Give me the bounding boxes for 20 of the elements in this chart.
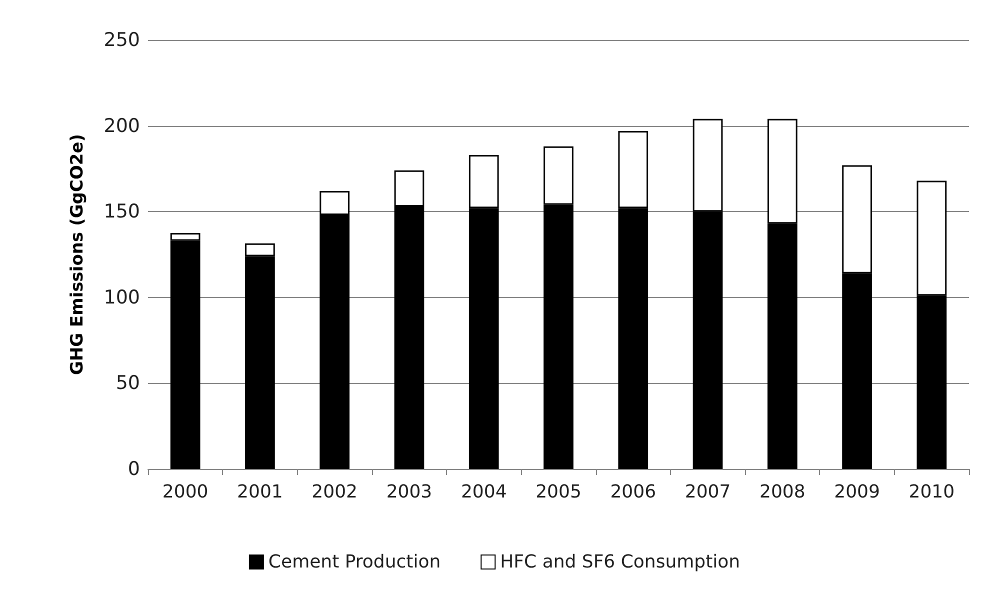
- x-tick-label: 2002: [312, 482, 358, 502]
- y-tick-label: 150: [104, 200, 140, 223]
- x-tick-label: 2001: [237, 482, 283, 502]
- x-tick-label: 2005: [536, 482, 582, 502]
- y-tick-label: 0: [128, 458, 140, 480]
- legend-label: HFC and SF6 Consumption: [500, 552, 740, 572]
- x-tick-label: 2010: [908, 482, 955, 502]
- y-tick-label: 250: [104, 29, 140, 51]
- y-tick-label: 100: [104, 286, 140, 308]
- y-tick-label: 50: [116, 372, 140, 394]
- x-tick-label: 2007: [684, 482, 731, 502]
- x-tick-label: 2006: [610, 482, 656, 502]
- x-tick-label: 2004: [460, 482, 507, 502]
- x-tick-label: 2000: [162, 482, 208, 502]
- y-axis-title: GHG Emissions (GgCO2e): [68, 134, 88, 376]
- x-tick-label: 2008: [760, 482, 806, 502]
- x-tick-label: 2003: [386, 482, 432, 502]
- legend-label: Cement Production: [268, 552, 441, 572]
- y-tick-label: 200: [104, 114, 140, 137]
- x-tick-label: 2009: [834, 482, 880, 502]
